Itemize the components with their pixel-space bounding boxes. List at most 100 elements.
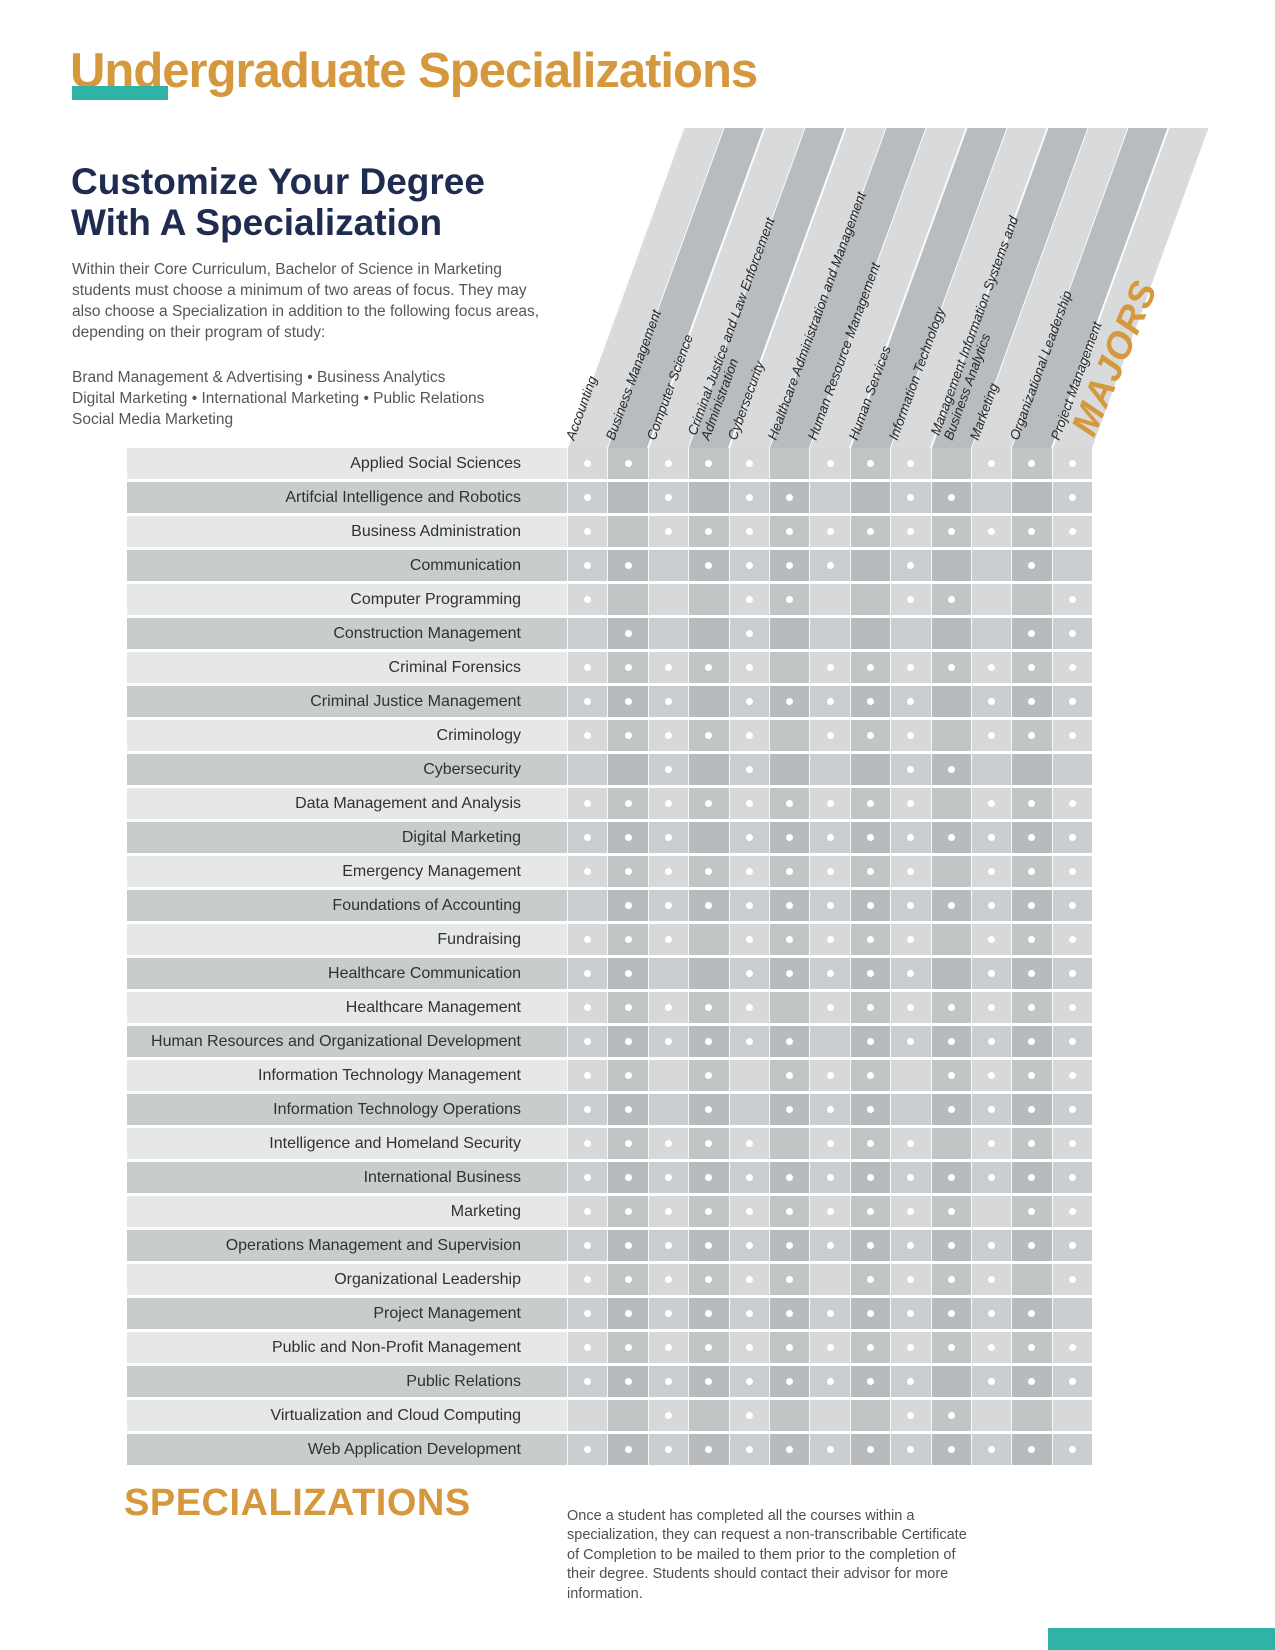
matrix-cell (688, 482, 729, 513)
matrix-cell (930, 516, 971, 547)
availability-dot (988, 1106, 996, 1113)
specialization-label: Project Management (127, 1298, 567, 1329)
availability-dot (705, 1106, 713, 1113)
availability-dot (786, 868, 794, 875)
matrix-cell (849, 788, 891, 819)
matrix-cell (768, 924, 810, 955)
matrix-cell (607, 584, 648, 615)
matrix-cell (890, 448, 931, 479)
matrix-cell (890, 822, 931, 853)
intro-body: Within their Core Curriculum, Bachelor o… (72, 260, 540, 341)
matrix-cell (890, 1162, 931, 1193)
matrix-cell (647, 958, 689, 989)
availability-dot (584, 1446, 592, 1453)
availability-dot (584, 800, 592, 807)
matrix-cell (1051, 482, 1093, 513)
matrix-cell (930, 924, 971, 955)
availability-dot (1068, 460, 1076, 467)
matrix-cell (647, 1298, 689, 1329)
availability-dot (1068, 1004, 1076, 1011)
availability-dot (866, 1344, 874, 1351)
matrix-cell (688, 720, 729, 751)
specializations-matrix: Applied Social Sciences Artifcial Intelli… (127, 448, 1093, 1468)
teal-corner-bar (1048, 1628, 1275, 1650)
availability-dot (907, 834, 915, 841)
matrix-cell (809, 686, 850, 717)
matrix-cell (688, 448, 729, 479)
availability-dot (664, 800, 672, 807)
matrix-row: Human Resources and Organizational Devel… (127, 1026, 1093, 1057)
availability-dot (1028, 562, 1036, 569)
specialization-label: Cybersecurity (127, 754, 567, 785)
matrix-cell (688, 1026, 729, 1057)
availability-dot (745, 664, 753, 671)
matrix-cell (890, 992, 931, 1023)
matrix-cell (567, 482, 608, 513)
matrix-cell (1011, 618, 1052, 649)
specialization-label: Foundations of Accounting (127, 890, 567, 921)
availability-dot (745, 1174, 753, 1181)
availability-dot (786, 698, 794, 705)
availability-dot (584, 1038, 592, 1045)
matrix-cell (1051, 720, 1093, 751)
matrix-cell (1051, 1230, 1093, 1261)
matrix-cell (607, 1162, 648, 1193)
specialization-label: Public and Non-Profit Management (127, 1332, 567, 1363)
availability-dot (947, 1276, 955, 1283)
availability-dot (1068, 630, 1076, 637)
matrix-cell (688, 1162, 729, 1193)
specialization-label: Artifcial Intelligence and Robotics (127, 482, 567, 513)
availability-dot (947, 1344, 955, 1351)
matrix-cell (567, 1162, 608, 1193)
matrix-cell (970, 1060, 1012, 1091)
availability-dot (1028, 970, 1036, 977)
availability-dot (1028, 1174, 1036, 1181)
matrix-cell (1051, 1162, 1093, 1193)
matrix-cell (607, 1026, 648, 1057)
specialization-label: Marketing (127, 1196, 567, 1227)
matrix-cell (1051, 1298, 1093, 1329)
availability-dot (1028, 1072, 1036, 1079)
matrix-cell (567, 1298, 608, 1329)
availability-dot (584, 494, 592, 501)
matrix-cell (768, 618, 810, 649)
availability-dot (826, 562, 834, 569)
matrix-cell (1011, 550, 1052, 581)
matrix-cell (567, 584, 608, 615)
matrix-cell (809, 992, 850, 1023)
availability-dot (988, 868, 996, 875)
specialization-label: Fundraising (127, 924, 567, 955)
specialization-label: Information Technology Management (127, 1060, 567, 1091)
matrix-cell (647, 1196, 689, 1227)
availability-dot (947, 1412, 955, 1419)
matrix-cell (768, 788, 810, 819)
availability-dot (947, 1038, 955, 1045)
specialization-label: Information Technology Operations (127, 1094, 567, 1125)
availability-dot (584, 1310, 592, 1317)
matrix-cell (1011, 482, 1052, 513)
availability-dot (584, 1004, 592, 1011)
matrix-row: Criminology (127, 720, 1093, 751)
availability-dot (826, 1208, 834, 1215)
matrix-cell (688, 1230, 729, 1261)
matrix-cell (688, 1264, 729, 1295)
matrix-cell (688, 1366, 729, 1397)
matrix-cell (1011, 1264, 1052, 1295)
availability-dot (1028, 1310, 1036, 1317)
matrix-cell (768, 992, 810, 1023)
availability-dot (584, 1276, 592, 1283)
availability-dot (988, 1276, 996, 1283)
availability-dot (786, 562, 794, 569)
matrix-cell (1011, 1332, 1052, 1363)
availability-dot (1068, 1242, 1076, 1249)
availability-dot (705, 1344, 713, 1351)
matrix-cell (930, 1026, 971, 1057)
matrix-cell (970, 1196, 1012, 1227)
specialization-label: Emergency Management (127, 856, 567, 887)
availability-dot (745, 1378, 753, 1385)
availability-dot (624, 1344, 632, 1351)
availability-dot (624, 1276, 632, 1283)
matrix-cell (849, 1128, 891, 1159)
availability-dot (786, 1072, 794, 1079)
matrix-cell (567, 516, 608, 547)
